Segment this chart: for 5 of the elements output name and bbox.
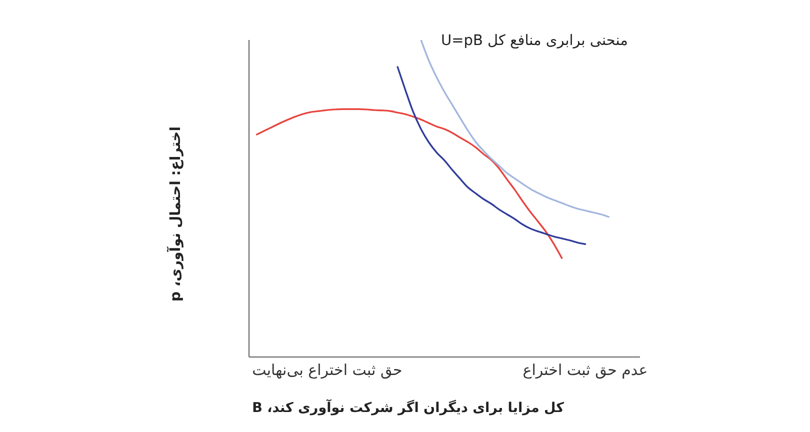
- y-axis-title: اختراع: احتمال نوآوری، p: [168, 126, 184, 302]
- x-axis-title: کل مزایا برای دیگران اگر شرکت نوآوری کند، B: [252, 400, 564, 416]
- x-tick-label: حق ثبت اختراع بی‌نهایت: [252, 361, 402, 379]
- x-tick-label: عدم حق ثبت اختراع: [522, 361, 648, 379]
- series-label: منحنی برابری منافع کل U=pB: [441, 33, 628, 50]
